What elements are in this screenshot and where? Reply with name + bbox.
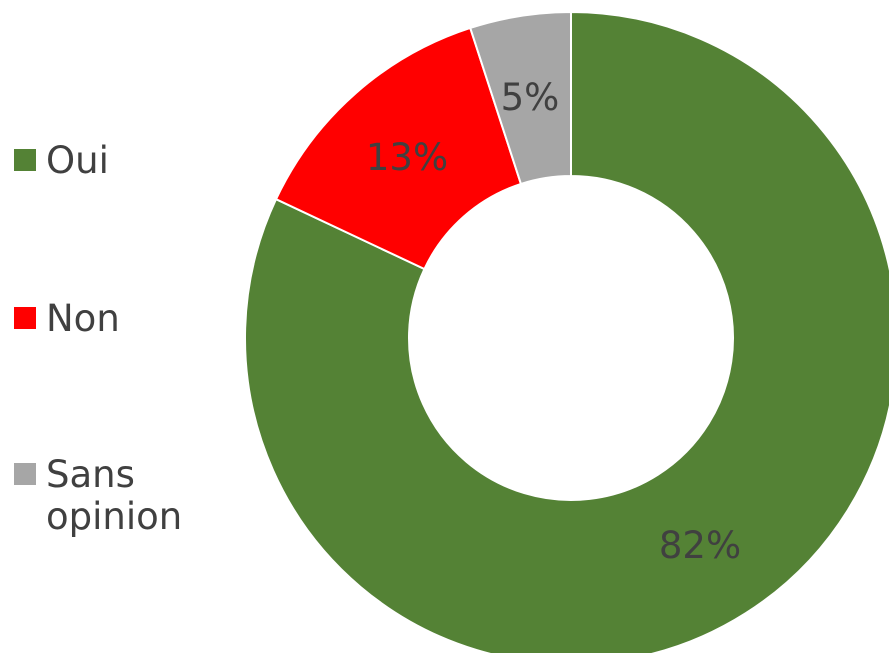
- donut-data-labels: 82% 13% 5%: [366, 76, 741, 567]
- legend-item-non: Non: [14, 298, 226, 340]
- slice-non: [274, 26, 523, 271]
- legend-item-sans-opinion: Sans opinion: [14, 454, 226, 538]
- legend-swatch-sans-opinion: [14, 463, 36, 485]
- data-label-oui: 82%: [659, 524, 741, 567]
- legend-label-oui: Oui: [46, 139, 109, 182]
- data-label-sans-opinion: 5%: [501, 76, 560, 119]
- legend-label-non: Non: [46, 297, 120, 340]
- data-label-non: 13%: [366, 136, 448, 179]
- donut-slices: [244, 10, 889, 653]
- slice-oui: [244, 10, 889, 653]
- slice-sans-opinion: [468, 10, 572, 186]
- legend-swatch-oui: [14, 149, 36, 171]
- legend-label-sans-opinion: Sans opinion: [46, 453, 183, 538]
- legend-item-oui: Oui: [14, 140, 226, 182]
- legend-swatch-non: [14, 307, 36, 329]
